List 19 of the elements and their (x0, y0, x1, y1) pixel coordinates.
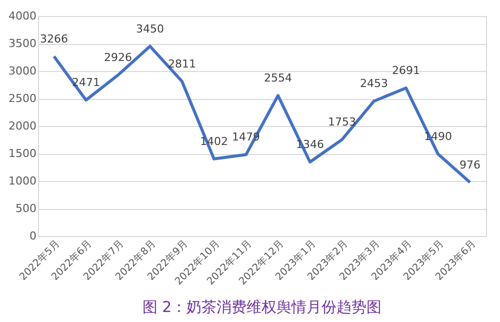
data-label: 976 (460, 158, 480, 172)
data-label: 2453 (360, 77, 388, 90)
y-tick-label: 3500 (8, 37, 36, 50)
text: 图 2：奶茶消费维权舆情月份趋势图 (142, 298, 382, 316)
y-tick-label: 1500 (8, 147, 36, 160)
data-label: 2926 (104, 51, 132, 64)
data-label: 3266 (40, 32, 68, 46)
y-tick-label: 3000 (8, 64, 36, 78)
data-label: 2811 (168, 57, 196, 70)
y-tick-label: 1000 (8, 174, 36, 188)
y-tick-label: 4000 (8, 10, 36, 22)
y-tick-label: 500 (16, 202, 36, 215)
data-label: 1753 (328, 116, 356, 129)
data-label: 2554 (264, 72, 292, 85)
data-label: 3450 (136, 22, 164, 36)
y-tick-label: 2500 (8, 92, 36, 105)
y-tick-label: 0 (30, 230, 36, 242)
y-tick-label: 2000 (8, 120, 36, 132)
data-label: 2691 (392, 64, 420, 77)
